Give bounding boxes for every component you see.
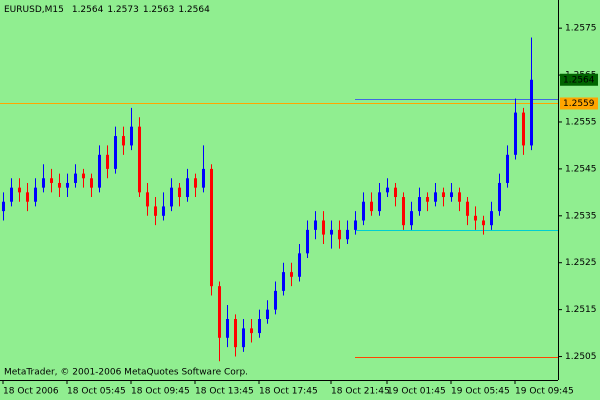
candle-body bbox=[322, 220, 325, 235]
candle-body bbox=[58, 182, 61, 188]
candle-body bbox=[186, 178, 189, 198]
candle-body bbox=[130, 126, 133, 146]
header-value: 1.2564 bbox=[72, 5, 104, 15]
candle-body bbox=[122, 136, 125, 146]
candle-body bbox=[498, 182, 501, 212]
candle-body bbox=[458, 192, 461, 202]
y-tick-label: 1.2555 bbox=[565, 117, 597, 127]
candle-body bbox=[210, 168, 213, 287]
candle-body bbox=[514, 112, 517, 155]
level-label-box bbox=[560, 97, 598, 110]
current-price-box bbox=[560, 73, 598, 86]
header-value: 1.2563 bbox=[143, 5, 175, 15]
x-tick-label: 18 Oct 21:45 bbox=[331, 387, 390, 397]
x-tick-label: 19 Oct 09:45 bbox=[515, 387, 574, 397]
candle-body bbox=[170, 187, 173, 207]
candle-body bbox=[410, 211, 413, 226]
candle-body bbox=[314, 220, 317, 230]
candle-body bbox=[402, 197, 405, 226]
candle-body bbox=[378, 192, 381, 212]
x-tick-label: 18 Oct 09:45 bbox=[131, 387, 190, 397]
current-price-label: 1.2564 bbox=[563, 75, 595, 85]
candle-body bbox=[418, 197, 421, 212]
y-tick-label: 1.2535 bbox=[565, 211, 597, 221]
candle-body bbox=[2, 201, 5, 212]
candle-body bbox=[290, 272, 293, 277]
candle-body bbox=[490, 211, 493, 226]
candle-body bbox=[234, 319, 237, 348]
candle-body bbox=[178, 187, 181, 198]
x-tick-label: 19 Oct 05:45 bbox=[451, 387, 510, 397]
x-tick-label: 18 Oct 13:45 bbox=[195, 387, 254, 397]
y-tick-label: 1.2505 bbox=[565, 352, 597, 362]
candle-body bbox=[82, 173, 85, 179]
candle-body bbox=[434, 192, 437, 202]
candle-body bbox=[450, 192, 453, 198]
candle-body bbox=[226, 319, 229, 338]
chart-header: EURUSD,M15 1.2564 1.2573 1.2563 1.2564 bbox=[4, 5, 210, 15]
candle-body bbox=[370, 201, 373, 212]
header-value: 1.2564 bbox=[178, 5, 210, 15]
x-tick-label: 18 Oct 17:45 bbox=[259, 387, 318, 397]
x-tick-label: 18 Oct 05:45 bbox=[67, 387, 126, 397]
candle-body bbox=[42, 178, 45, 188]
candle-body bbox=[298, 253, 301, 277]
candle-body bbox=[474, 215, 477, 221]
header-value: 1.2573 bbox=[107, 5, 139, 15]
candle-body bbox=[90, 178, 93, 188]
candle-body bbox=[218, 286, 221, 338]
candle-body bbox=[338, 229, 341, 240]
candle-body bbox=[98, 154, 101, 188]
candle-body bbox=[50, 178, 53, 183]
candle-body bbox=[386, 187, 389, 193]
level-label: 1.2559 bbox=[563, 99, 595, 109]
candle-body bbox=[74, 173, 77, 183]
y-tick-label: 1.2575 bbox=[565, 24, 597, 34]
candle-body bbox=[34, 187, 37, 202]
candle-body bbox=[330, 229, 333, 235]
y-tick-label: 1.2515 bbox=[565, 305, 597, 315]
footer: MetaTrader, © 2001-2006 MetaQuotes Softw… bbox=[4, 368, 248, 378]
candle-body bbox=[354, 220, 357, 230]
candle-body bbox=[274, 290, 277, 310]
candle-body bbox=[426, 197, 429, 202]
candle-body bbox=[114, 136, 117, 169]
candle-body bbox=[394, 187, 397, 198]
candle-body bbox=[202, 168, 205, 188]
candle-body bbox=[138, 126, 141, 193]
candle-body bbox=[66, 182, 69, 188]
candle-body bbox=[282, 272, 285, 291]
candle-body bbox=[154, 206, 157, 216]
candle-body bbox=[306, 229, 309, 254]
y-tick-label: 1.2525 bbox=[565, 258, 597, 268]
candle-body bbox=[442, 192, 445, 198]
candle-body bbox=[362, 201, 365, 221]
candle-body bbox=[146, 192, 149, 207]
candle-body bbox=[18, 187, 21, 193]
candle-body bbox=[466, 201, 469, 216]
candle-body bbox=[482, 220, 485, 226]
candle-body bbox=[10, 187, 13, 202]
candle-body bbox=[346, 229, 349, 240]
candle-body bbox=[506, 154, 509, 183]
candle-body bbox=[26, 192, 29, 202]
x-tick-label: 19 Oct 01:45 bbox=[387, 387, 446, 397]
candle-body bbox=[530, 79, 533, 146]
symbol: EURUSD,M15 bbox=[4, 5, 64, 15]
candle-body bbox=[266, 309, 269, 320]
candle-body bbox=[194, 178, 197, 188]
y-tick-label: 1.2545 bbox=[565, 164, 597, 174]
candle-body bbox=[106, 154, 109, 169]
candle-body bbox=[250, 328, 253, 334]
candle-body bbox=[258, 319, 261, 334]
x-tick-label: 18 Oct 2006 bbox=[3, 387, 59, 397]
candle-body bbox=[242, 328, 245, 348]
candle-body bbox=[522, 112, 525, 146]
candle-body bbox=[162, 206, 165, 216]
